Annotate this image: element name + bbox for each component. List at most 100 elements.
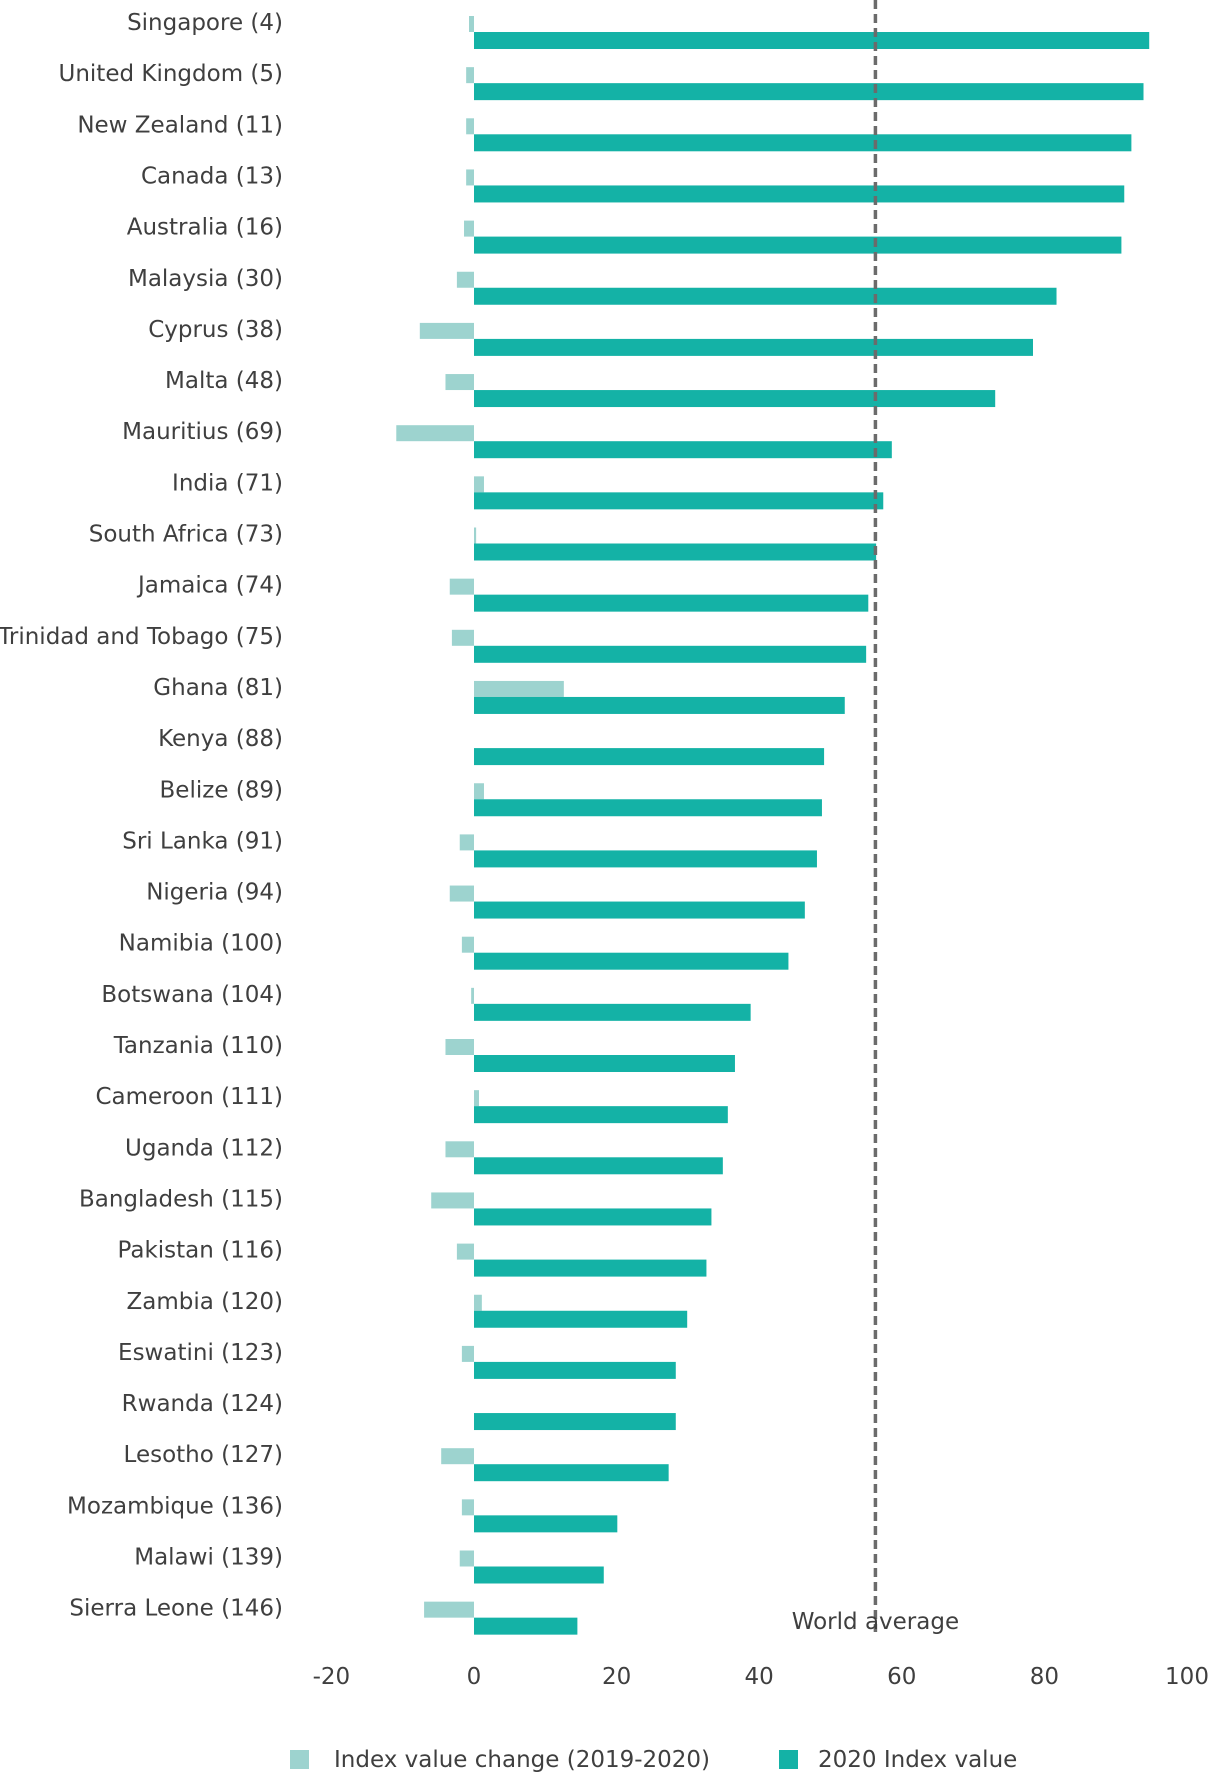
index-bar (474, 645, 867, 663)
category-label: Cameroon (111) (95, 1084, 283, 1110)
category-label: Trinidad and Tobago (75) (0, 624, 283, 650)
index-bar (474, 1464, 669, 1482)
index-bar (474, 1003, 751, 1021)
x-tick-label: 40 (745, 1664, 774, 1690)
category-label: Namibia (100) (119, 931, 283, 957)
index-bar (474, 1106, 728, 1124)
change-bar (445, 374, 474, 391)
index-bar (474, 543, 877, 561)
index-bar (474, 901, 805, 919)
x-tick-label: 60 (887, 1664, 916, 1690)
change-bar (456, 1243, 474, 1260)
change-bar (441, 1448, 474, 1465)
change-bar (445, 1141, 474, 1158)
category-labels: Singapore (4) United Kingdom (5) New Zeala… (0, 10, 283, 1622)
category-label: India (71) (172, 470, 283, 496)
index-bar (474, 1566, 604, 1584)
change-bar (474, 680, 564, 697)
change-bar (466, 118, 474, 135)
index-bar (474, 1361, 676, 1379)
index-bar (474, 287, 1057, 305)
category-label: Cyprus (38) (148, 317, 283, 343)
legend: Index value change (2019-2020) 2020 Index… (290, 1747, 1017, 1773)
category-label: Mauritius (69) (122, 419, 283, 445)
legend-swatch (290, 1750, 309, 1769)
index-bar (474, 1208, 712, 1226)
category-label: Kenya (88) (158, 726, 283, 752)
change-bar (464, 220, 474, 237)
index-bar (474, 1617, 578, 1635)
change-bar (445, 1039, 474, 1055)
category-label: Zambia (120) (127, 1289, 284, 1315)
x-tick-label: 0 (467, 1664, 482, 1690)
category-label: Sierra Leone (146) (69, 1596, 283, 1622)
category-label: Nigeria (94) (146, 880, 283, 906)
change-bar (456, 271, 474, 288)
category-label: Singapore (4) (127, 10, 283, 36)
change-bar (431, 1192, 474, 1209)
category-label: Bangladesh (115) (79, 1186, 283, 1212)
index-bar (474, 441, 892, 459)
change-bar (451, 629, 474, 646)
index-bar (474, 492, 884, 510)
category-label: Eswatini (123) (118, 1340, 283, 1366)
bars (396, 16, 1150, 1635)
category-label: Sri Lanka (91) (122, 828, 283, 854)
x-axis: -20 0 20 40 60 80 100 (313, 1664, 1209, 1690)
change-bar (449, 578, 474, 595)
x-tick-label: 100 (1165, 1664, 1209, 1690)
world-average-reference: World average (792, 0, 959, 1635)
index-bar (474, 236, 1122, 254)
category-label: Malaysia (30) (128, 266, 283, 292)
index-bar (474, 799, 822, 817)
index-bar (474, 748, 825, 766)
category-label: Australia (16) (127, 215, 283, 241)
index-bar (474, 696, 845, 714)
change-bar (474, 1090, 479, 1107)
change-bar (461, 936, 474, 953)
category-label: New Zealand (11) (77, 112, 283, 138)
index-bar (474, 594, 869, 612)
category-label: Tanzania (110) (113, 1033, 283, 1059)
change-bar (449, 885, 474, 902)
category-label: United Kingdom (5) (59, 61, 284, 87)
change-bar (469, 16, 474, 32)
x-tick-label: 80 (1030, 1664, 1059, 1690)
index-bar (474, 83, 1144, 101)
world-average-label: World average (792, 1609, 959, 1635)
change-bar (461, 1499, 474, 1516)
category-label: Rwanda (124) (122, 1391, 283, 1417)
index-bar (474, 185, 1125, 203)
category-label: Malawi (139) (134, 1545, 283, 1571)
change-bar (471, 987, 474, 1004)
index-bar (474, 338, 1033, 356)
change-bar (459, 1550, 474, 1567)
category-label: South Africa (73) (89, 522, 283, 548)
category-label: Lesotho (127) (124, 1442, 283, 1468)
x-tick-label: -20 (313, 1664, 351, 1690)
category-label: Jamaica (74) (136, 573, 283, 599)
change-bar (459, 834, 474, 851)
category-label: Ghana (81) (153, 675, 283, 701)
index-bar (474, 134, 1132, 152)
category-label: Pakistan (116) (118, 1238, 283, 1264)
index-bar (474, 850, 817, 868)
change-bar (474, 476, 484, 493)
index-bar (474, 32, 1150, 49)
x-tick-label: 20 (602, 1664, 631, 1690)
index-bar (474, 1055, 735, 1072)
change-bar (474, 783, 484, 800)
change-bar (474, 1294, 482, 1311)
index-bar (474, 390, 996, 408)
index-bar (474, 1413, 676, 1431)
index-bar (474, 1157, 723, 1175)
category-label: Mozambique (136) (67, 1493, 283, 1519)
change-bar (461, 1345, 474, 1362)
change-bar (419, 322, 474, 339)
change-bar (474, 527, 477, 544)
legend-swatch (779, 1750, 798, 1769)
change-bar (424, 1601, 474, 1618)
category-label: Uganda (112) (125, 1135, 283, 1161)
change-bar (466, 169, 474, 186)
